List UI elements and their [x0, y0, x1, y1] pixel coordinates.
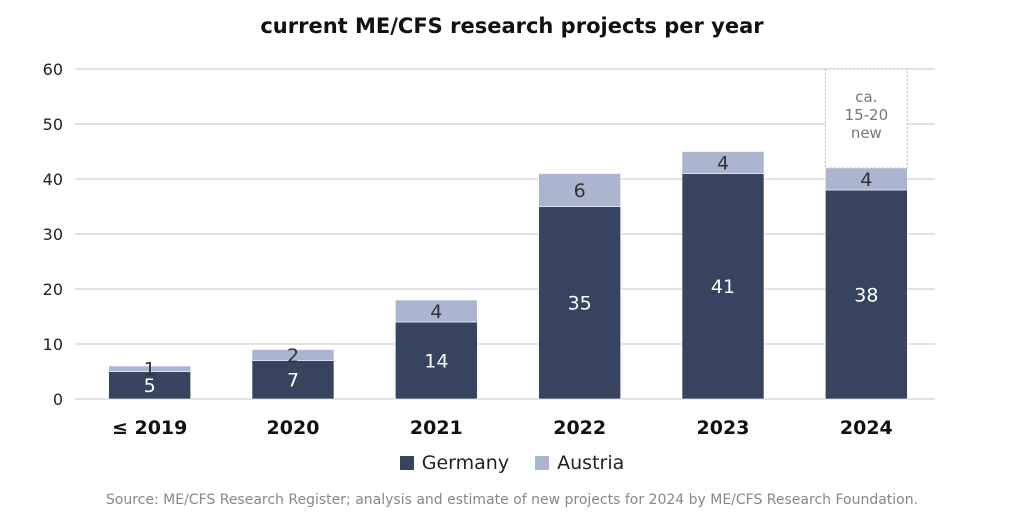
y-tick-label: 40: [43, 170, 63, 189]
y-tick-label: 30: [43, 225, 63, 244]
y-tick-label: 50: [43, 115, 63, 134]
source-note: Source: ME/CFS Research Register; analys…: [105, 492, 919, 508]
estimate-label: new: [851, 124, 882, 142]
legend-swatch-austria: [535, 456, 550, 470]
data-label: 4: [717, 152, 729, 174]
data-label: 2: [287, 345, 299, 367]
bar-germany: [825, 189, 908, 400]
x-tick-label: 2023: [697, 417, 750, 439]
data-label: 38: [854, 284, 878, 306]
data-label: 4: [860, 169, 872, 191]
data-label: 6: [574, 180, 586, 202]
y-tick-label: 20: [43, 280, 63, 299]
bar-austria: [108, 365, 191, 372]
bar-germany: [538, 206, 621, 400]
estimate-label: ca.: [855, 88, 877, 106]
x-tick-label: 2024: [840, 417, 893, 439]
bar-austria: [251, 349, 335, 361]
y-tick-label: 60: [43, 60, 63, 79]
x-tick-label: 2021: [410, 417, 463, 439]
y-tick-label: 10: [43, 335, 63, 354]
bar-austria: [538, 173, 621, 207]
data-label: 35: [568, 293, 592, 315]
bar-austria: [395, 299, 478, 323]
data-label: 4: [430, 301, 442, 323]
legend-label-austria: Austria: [557, 452, 625, 474]
bar-germany: [251, 360, 335, 400]
x-tick-label: ≤ 2019: [112, 417, 187, 439]
legend-label-germany: Germany: [421, 452, 510, 474]
legend: Germany Austria: [0, 452, 1024, 475]
legend-item-germany: Germany: [399, 452, 510, 474]
x-tick-label: 2020: [267, 417, 320, 439]
bar-austria: [681, 151, 765, 174]
bar-germany: [395, 321, 478, 400]
legend-item-austria: Austria: [535, 452, 624, 474]
estimate-box: [824, 68, 908, 169]
y-tick-label: 0: [53, 390, 63, 409]
data-label: 7: [287, 370, 299, 392]
chart-title: current ME/CFS research projects per yea…: [260, 14, 764, 38]
bar-germany: [681, 173, 765, 400]
data-label: 1: [144, 359, 156, 381]
stacked-bar-chart: 0 10 20 30 40 50 60 51 ≤ 2019 7 2 2020 14 4 2021 35 6 202…: [43, 60, 935, 439]
legend-swatch-germany: [399, 456, 414, 470]
data-label: 41: [711, 276, 735, 298]
data-label: 5: [144, 375, 156, 397]
data-label: 14: [424, 350, 448, 372]
x-tick-label: 2022: [553, 417, 606, 439]
estimate-label: 15-20: [845, 106, 889, 124]
